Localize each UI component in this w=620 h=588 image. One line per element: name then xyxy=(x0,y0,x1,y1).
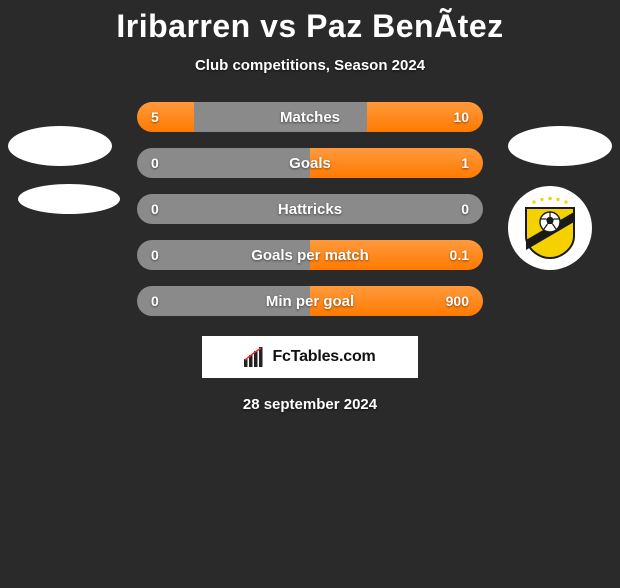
stat-label: Matches xyxy=(137,102,483,132)
stat-label: Min per goal xyxy=(137,286,483,316)
brand-card: FcTables.com xyxy=(202,336,418,378)
comparison-title: Iribarren vs Paz BenÃ­tez xyxy=(0,8,620,45)
player2-photo-placeholder xyxy=(508,126,612,166)
stat-label: Goals xyxy=(137,148,483,178)
stat-row: 0Hattricks0 xyxy=(137,194,483,224)
stat-right-value: 0.1 xyxy=(450,240,469,270)
bar-chart-icon xyxy=(244,347,266,367)
stat-right-value: 900 xyxy=(446,286,469,316)
footer-date: 28 september 2024 xyxy=(0,396,620,413)
player1-club-placeholder xyxy=(18,184,120,214)
stat-label: Hattricks xyxy=(137,194,483,224)
stat-row: 0Min per goal900 xyxy=(137,286,483,316)
vs-separator: vs xyxy=(260,8,297,44)
brand-text: FcTables.com xyxy=(272,348,375,366)
player2-club-badge xyxy=(508,186,592,270)
player2-name: Paz BenÃ­tez xyxy=(306,8,504,44)
stat-row: 5Matches10 xyxy=(137,102,483,132)
shield-icon xyxy=(520,196,580,260)
stat-right-value: 0 xyxy=(461,194,469,224)
subtitle: Club competitions, Season 2024 xyxy=(0,57,620,74)
stat-row: 0Goals1 xyxy=(137,148,483,178)
player1-photo-placeholder xyxy=(8,126,112,166)
stat-row: 0Goals per match0.1 xyxy=(137,240,483,270)
stat-right-value: 10 xyxy=(453,102,469,132)
stat-label: Goals per match xyxy=(137,240,483,270)
player1-name: Iribarren xyxy=(116,8,250,44)
stat-right-value: 1 xyxy=(461,148,469,178)
